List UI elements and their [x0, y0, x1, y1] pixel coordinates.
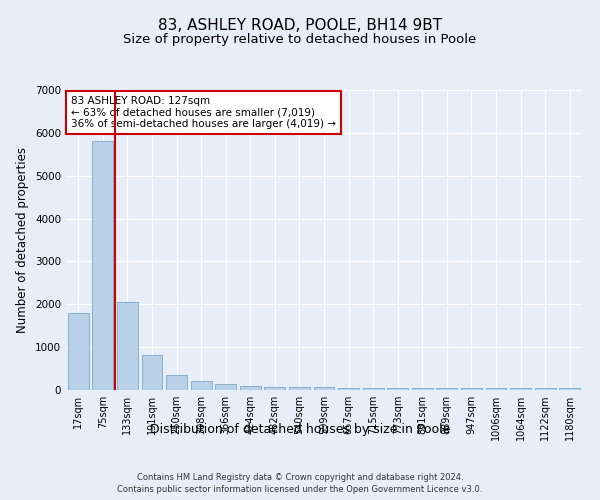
Bar — [142, 356, 163, 390]
Text: Contains HM Land Registry data © Crown copyright and database right 2024.: Contains HM Land Registry data © Crown c… — [137, 472, 463, 482]
Bar — [92, 142, 113, 390]
Bar — [559, 388, 580, 390]
Bar — [117, 302, 138, 390]
Bar — [387, 388, 408, 390]
Bar — [240, 386, 261, 390]
Bar — [166, 376, 187, 390]
Text: Size of property relative to detached houses in Poole: Size of property relative to detached ho… — [124, 32, 476, 46]
Bar — [461, 388, 482, 390]
Bar — [510, 388, 531, 390]
Text: Distribution of detached houses by size in Poole: Distribution of detached houses by size … — [150, 422, 450, 436]
Y-axis label: Number of detached properties: Number of detached properties — [16, 147, 29, 333]
Bar — [412, 388, 433, 390]
Bar — [265, 387, 286, 390]
Bar — [485, 388, 506, 390]
Bar — [68, 313, 89, 390]
Text: 83 ASHLEY ROAD: 127sqm
← 63% of detached houses are smaller (7,019)
36% of semi-: 83 ASHLEY ROAD: 127sqm ← 63% of detached… — [71, 96, 336, 129]
Text: 83, ASHLEY ROAD, POOLE, BH14 9BT: 83, ASHLEY ROAD, POOLE, BH14 9BT — [158, 18, 442, 32]
Bar — [535, 388, 556, 390]
Bar — [362, 388, 383, 390]
Bar — [191, 380, 212, 390]
Bar — [338, 388, 359, 390]
Bar — [215, 384, 236, 390]
Bar — [314, 387, 334, 390]
Bar — [436, 388, 457, 390]
Bar — [289, 387, 310, 390]
Text: Contains public sector information licensed under the Open Government Licence v3: Contains public sector information licen… — [118, 485, 482, 494]
